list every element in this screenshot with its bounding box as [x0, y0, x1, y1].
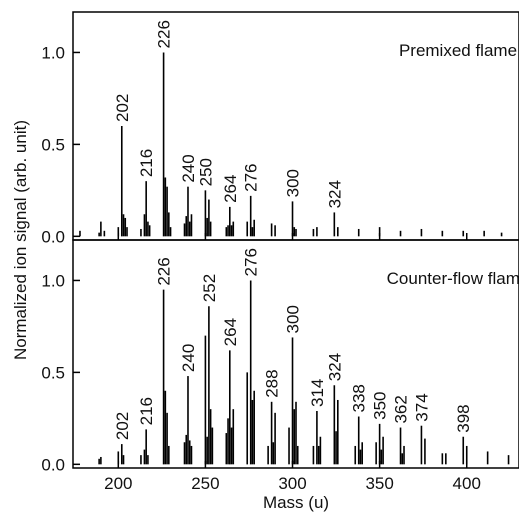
peak-label: 250: [196, 158, 215, 186]
peak-label: 264: [221, 175, 240, 203]
y-tick-label: 0.0: [41, 455, 65, 474]
peak-label: 300: [284, 305, 303, 333]
plot-frame: [72, 239, 519, 469]
peak-label: 374: [412, 393, 431, 421]
peak-label: 338: [350, 384, 369, 412]
peak-label: 324: [325, 180, 344, 208]
peak-label: 226: [155, 20, 174, 48]
x-tick-label: 400: [453, 474, 481, 493]
peak-label: 240: [179, 344, 198, 372]
peak-label: 264: [221, 318, 240, 346]
y-tick-label: 1.0: [41, 43, 65, 62]
x-tick-label: 200: [104, 474, 132, 493]
peak-label: 324: [325, 353, 344, 381]
y-tick-label: 0.5: [41, 135, 65, 154]
peak-label: 362: [392, 395, 411, 423]
y-tick-label: 1.0: [41, 271, 65, 290]
peak-label: 288: [263, 369, 282, 397]
peak-label: 252: [200, 274, 219, 302]
x-tick-label: 250: [191, 474, 219, 493]
peak-label: 216: [137, 397, 156, 425]
x-tick-label: 350: [365, 474, 393, 493]
peak-label: 314: [308, 379, 327, 407]
peak-label: 216: [137, 149, 156, 177]
y-tick-label: 0.5: [41, 363, 65, 382]
peak-label: 398: [454, 404, 473, 432]
x-tick-label: 300: [278, 474, 306, 493]
peak-label: 240: [179, 154, 198, 182]
panel-title: Counter-flow flame: [387, 269, 519, 288]
peak-label: 202: [113, 412, 132, 440]
x-axis-label: Mass (u): [263, 493, 329, 512]
y-tick-label: 0.0: [41, 227, 65, 246]
peak-label: 202: [113, 94, 132, 122]
panel-title: Premixed flame: [399, 41, 517, 60]
y-axis-label: Normalized ion signal (arb. unit): [11, 120, 30, 360]
peak-label: 276: [242, 163, 261, 191]
peak-label: 276: [242, 248, 261, 276]
peak-label: 300: [284, 169, 303, 197]
peak-label: 226: [155, 257, 174, 285]
peak-label: 350: [371, 391, 390, 419]
